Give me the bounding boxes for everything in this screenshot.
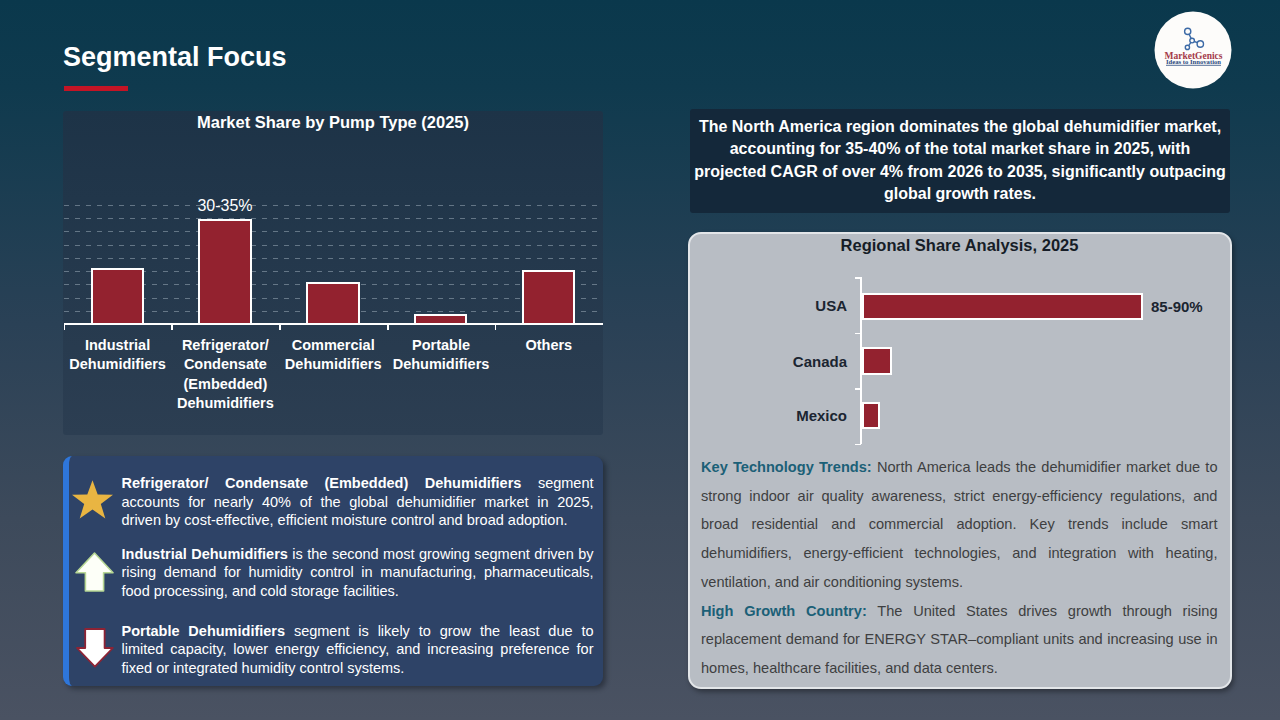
svg-text:Ideas to Innovation: Ideas to Innovation <box>1166 59 1221 65</box>
